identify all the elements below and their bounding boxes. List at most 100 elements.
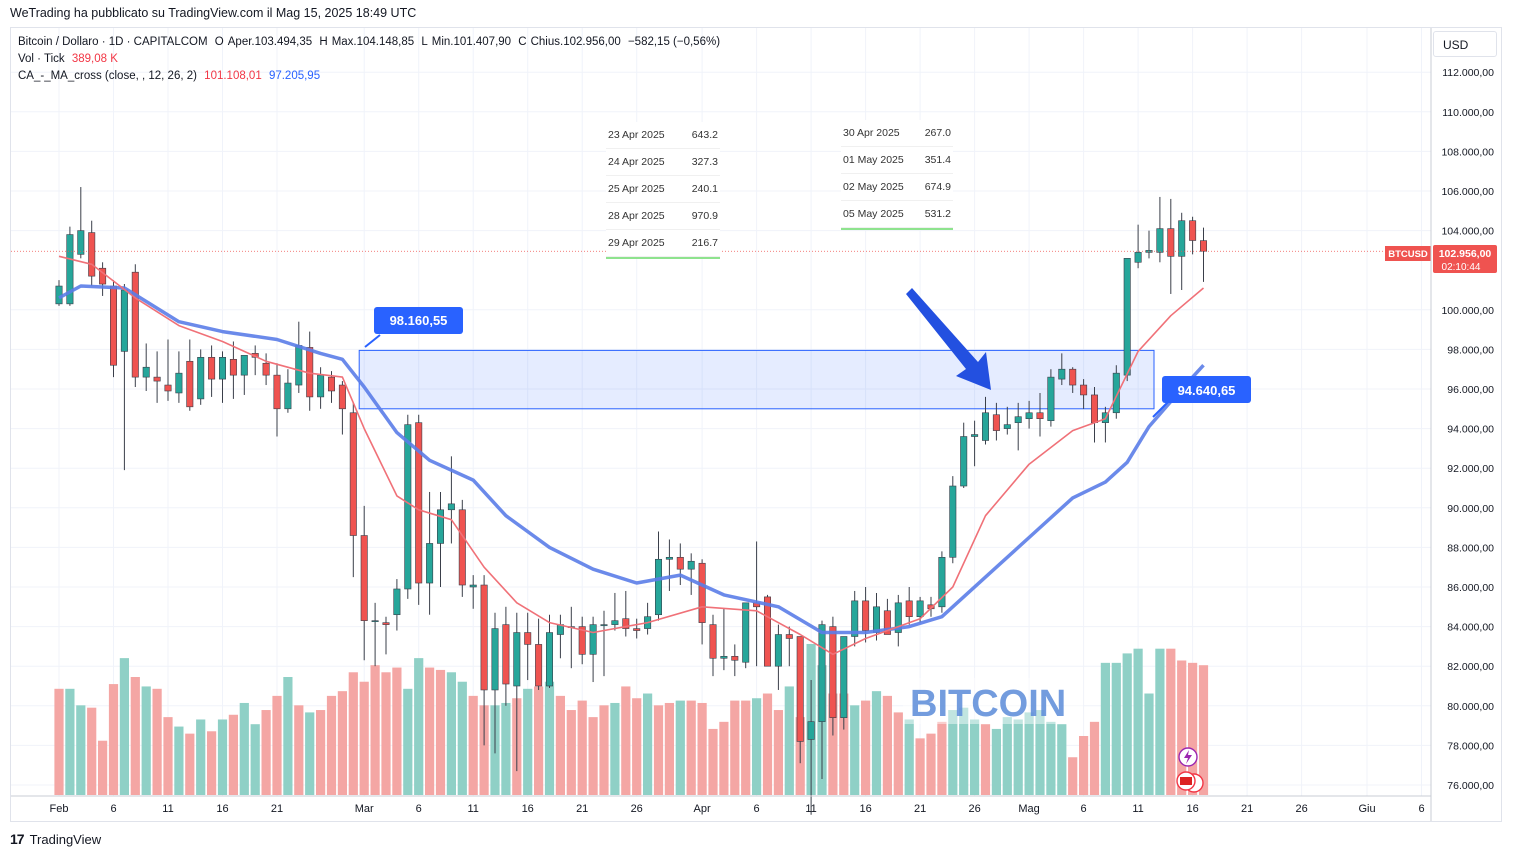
candle-body [742, 602, 750, 663]
candle-body [393, 588, 401, 616]
price-axis: 112.000,00 110.000,00 108.000,00 106.000,00… [1430, 28, 1494, 821]
volume-bar [991, 728, 1001, 795]
x-tick-label: 26 [631, 803, 643, 815]
candles [55, 187, 1208, 815]
volume-table-date: 01 May 2025 [843, 154, 904, 166]
candle-body [698, 562, 706, 623]
volume-bar [403, 688, 413, 795]
volume-table-value: 216.7 [691, 237, 718, 249]
volume-bar [425, 667, 435, 795]
volume-table-row: 28 Apr 2025 970.9 [606, 203, 720, 230]
legend-ohlc-row: Bitcoin / Dollaro · 1D · CAPITALCOM O Ape… [18, 34, 724, 51]
price-badge-bg [1433, 245, 1497, 273]
x-tick-label: 6 [1418, 803, 1424, 815]
legend-h-label: H [319, 36, 328, 48]
ma-fast-line [58, 255, 1205, 656]
volume-bar [762, 693, 773, 795]
volume-bar [1198, 665, 1209, 795]
volume-table-date: 24 Apr 2025 [608, 156, 665, 168]
volume-bar [250, 724, 260, 795]
volume-bar [1177, 660, 1187, 795]
volume-bar [566, 710, 576, 795]
candle-body [436, 509, 444, 544]
moving-averages [58, 255, 1205, 656]
candle-body [1134, 252, 1142, 263]
x-tick-label: 16 [522, 803, 534, 815]
candle-body [1025, 412, 1033, 420]
volume-bar [970, 719, 980, 795]
volume-bar [76, 705, 86, 795]
candle-body [949, 485, 957, 558]
x-tick-label: 11 [467, 803, 478, 815]
time-axis: Feb 6 11 16 21 Mar 6 11 16 21 26 Apr 6 11 16 21 26 Mag 6 11… [11, 795, 1431, 815]
candle-body [273, 374, 281, 410]
callout-box [374, 307, 463, 334]
tradingview-logo-icon[interactable]: 17 [10, 831, 25, 847]
price-badge-countdown: 02:10:44 [1442, 262, 1481, 273]
candle-body [153, 376, 161, 382]
watermark-bg [903, 678, 1083, 724]
currency-button[interactable]: USD [1433, 31, 1497, 57]
volume-bar [141, 686, 151, 795]
y-tick-label: 108.000,00 [1441, 146, 1494, 158]
legend-open: Aper.103.494,35 [227, 36, 313, 48]
candle-body [426, 543, 434, 584]
volume-bar [773, 710, 783, 795]
chart-legend: Bitcoin / Dollaro · 1D · CAPITALCOM O Ape… [18, 34, 724, 85]
volume-bar [468, 695, 478, 795]
volume-bar [446, 672, 456, 795]
chart-grid [11, 28, 1431, 796]
legend-ma-row: CA_-_MA_cross (close, , 12, 26, 2) 101.1… [18, 68, 724, 85]
price-zone [358, 349, 1155, 410]
x-tick-label: 16 [859, 803, 871, 815]
volume-table-value: 267.0 [924, 127, 951, 139]
callout-pointer [1152, 401, 1169, 418]
x-tick-label: 16 [1186, 803, 1198, 815]
legend-ma-label[interactable]: CA_-_MA_cross (close, , 12, 26, 2) [18, 70, 197, 82]
candle-body [1200, 240, 1208, 252]
x-tick-label: 21 [271, 803, 283, 815]
candle-body [1080, 384, 1088, 396]
candle-body [338, 384, 346, 410]
volume-bar [228, 714, 238, 795]
x-tick-label: 6 [416, 803, 422, 815]
volume-table-row: 29 Apr 2025 216.7 [606, 230, 720, 257]
volume-bar [1100, 662, 1110, 795]
y-tick-label: 96.000,00 [1447, 384, 1494, 396]
legend-volume-label[interactable]: Vol · Tick [18, 53, 65, 65]
volume-bar [185, 733, 195, 795]
volume-bar [130, 677, 140, 795]
candle-body [872, 606, 880, 633]
volume-bar [435, 669, 446, 795]
volume-bar [217, 719, 228, 795]
candle-body [829, 626, 837, 718]
volume-table-value: 674.9 [924, 181, 951, 193]
candle-body [1003, 424, 1011, 429]
y-tick-label: 86.000,00 [1447, 582, 1494, 594]
volume-bar [1089, 721, 1100, 795]
candle-body [360, 535, 368, 621]
candle-body [415, 422, 423, 584]
candle-body [807, 721, 815, 740]
footer: 17 TradingView [10, 831, 101, 847]
volume-bar [1013, 719, 1023, 795]
y-tick-label: 112.000,00 [1442, 67, 1494, 79]
volume-bar [1024, 712, 1034, 795]
candle-body [731, 655, 739, 661]
watermark-text: BITCOIN [910, 683, 1066, 725]
candle-body [404, 424, 412, 590]
ma-slow-line [58, 284, 1205, 635]
volume-bar [588, 717, 598, 795]
price-badge-symbol: BTCUSD [1388, 249, 1428, 260]
candle-body [654, 558, 662, 616]
volume-bar [1188, 662, 1198, 795]
volume-bar [152, 688, 162, 795]
legend-l-label: L [421, 36, 428, 48]
volume-bar [544, 681, 555, 795]
volume-bar [196, 719, 206, 795]
legend-symbol[interactable]: Bitcoin / Dollaro · 1D · CAPITALCOM [18, 36, 208, 48]
volume-bar [632, 698, 642, 795]
footer-brand[interactable]: TradingView [29, 831, 102, 847]
candle-body [120, 289, 128, 352]
